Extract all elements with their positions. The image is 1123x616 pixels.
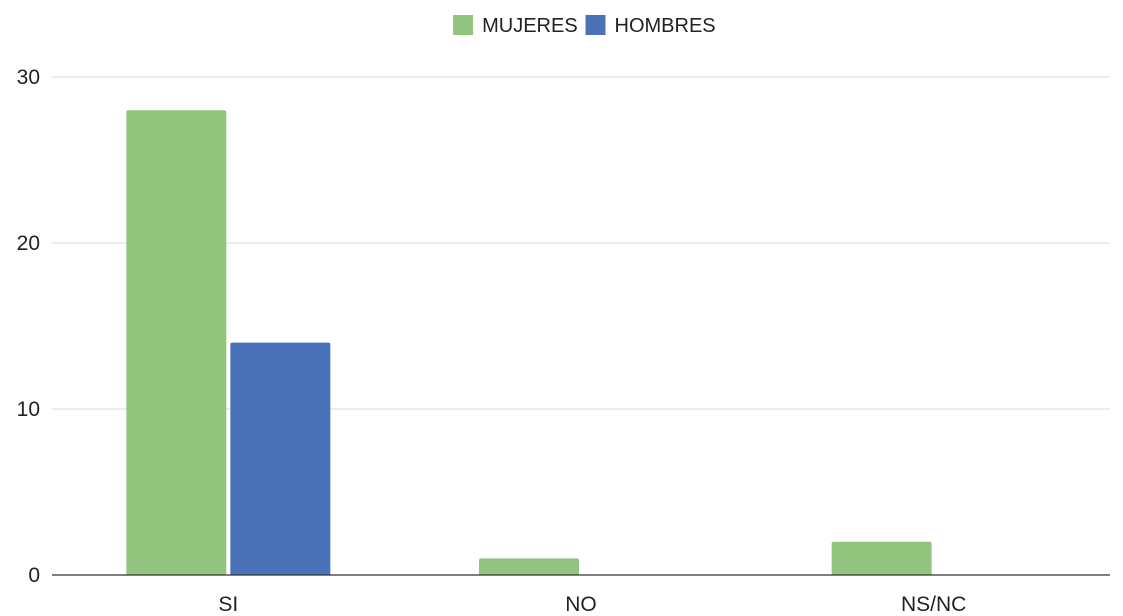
bar-hombres-si bbox=[230, 342, 331, 575]
legend-label: MUJERES bbox=[482, 15, 578, 37]
x-axis-category-labels: SI NO NS/NC bbox=[218, 593, 966, 616]
chart-bars bbox=[126, 110, 932, 575]
bar-mujeres-ns-nc bbox=[831, 541, 932, 575]
chart-legend: MUJERES HOMBRES bbox=[453, 15, 716, 37]
y-axis-tick-labels: 0 10 20 30 bbox=[17, 66, 40, 587]
y-tick-label: 10 bbox=[17, 398, 40, 421]
bar-mujeres-si bbox=[126, 110, 227, 575]
legend-item-mujeres: MUJERES bbox=[453, 15, 578, 37]
bar-mujeres-no bbox=[479, 558, 579, 575]
y-tick-label: 30 bbox=[17, 66, 40, 89]
y-tick-label: 20 bbox=[17, 232, 40, 255]
legend-item-hombres: HOMBRES bbox=[585, 15, 716, 37]
legend-swatch bbox=[585, 15, 606, 35]
chart-gridlines bbox=[52, 76, 1110, 410]
legend-swatch bbox=[453, 15, 474, 35]
x-category-label: NO bbox=[565, 593, 597, 616]
legend-label: HOMBRES bbox=[615, 15, 716, 37]
x-category-label: NS/NC bbox=[901, 593, 966, 616]
x-category-label: SI bbox=[218, 593, 238, 616]
y-tick-label: 0 bbox=[28, 564, 40, 587]
